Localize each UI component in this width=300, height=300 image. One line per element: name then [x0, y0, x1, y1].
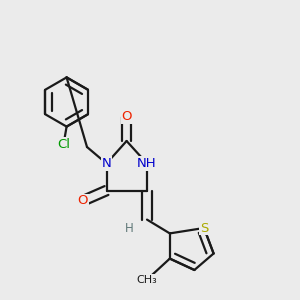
Text: S: S [200, 221, 208, 235]
Text: O: O [121, 110, 132, 124]
Text: H: H [124, 222, 134, 235]
Text: O: O [77, 194, 88, 208]
Text: Cl: Cl [57, 137, 70, 151]
Text: NH: NH [137, 157, 157, 170]
Text: CH₃: CH₃ [136, 274, 158, 285]
Text: N: N [102, 157, 111, 170]
